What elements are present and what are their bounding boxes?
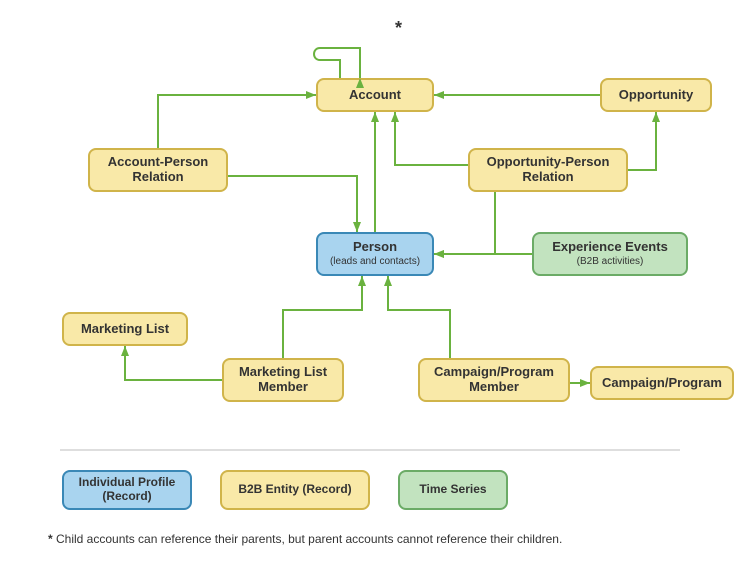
edge-aprel-to-acct	[158, 95, 316, 148]
arrowhead-cm-to-camp	[580, 379, 590, 387]
legend-b2b: B2B Entity (Record)	[220, 470, 370, 510]
diagram-canvas: AccountOpportunityAccount-Person Relatio…	[0, 0, 750, 563]
arrowhead-exp-to-person	[434, 250, 444, 258]
edge-opprel-to-opp	[628, 112, 656, 170]
arrowhead-cm-to-person	[384, 276, 392, 286]
legend-individual: Individual Profile (Record)	[62, 470, 192, 510]
edge-mlm-to-list	[125, 346, 222, 380]
legend-time: Time Series	[398, 470, 508, 510]
edge-opprel-to-acct	[395, 112, 468, 165]
footnote: * Child accounts can reference their par…	[48, 532, 562, 546]
edge-opprel-to-person	[434, 192, 495, 254]
arrowhead-acct-self	[356, 78, 364, 88]
arrowhead-mlm-to-list	[121, 346, 129, 356]
arrowhead-opprel-to-opp	[652, 112, 660, 122]
arrowhead-aprel-to-person	[353, 222, 361, 232]
arrowhead-aprel-to-acct	[306, 91, 316, 99]
edge-aprel-to-person	[228, 176, 357, 232]
arrowhead-person-to-acct	[371, 112, 379, 122]
footnote-text: Child accounts can reference their paren…	[53, 532, 563, 546]
arrowhead-mlm-to-person	[358, 276, 366, 286]
edge-acct-self	[314, 48, 360, 78]
edge-mlm-to-person	[283, 276, 362, 358]
edge-cm-to-person	[388, 276, 450, 358]
arrowhead-opprel-to-acct	[391, 112, 399, 122]
arrowhead-opp-to-acct	[434, 91, 444, 99]
